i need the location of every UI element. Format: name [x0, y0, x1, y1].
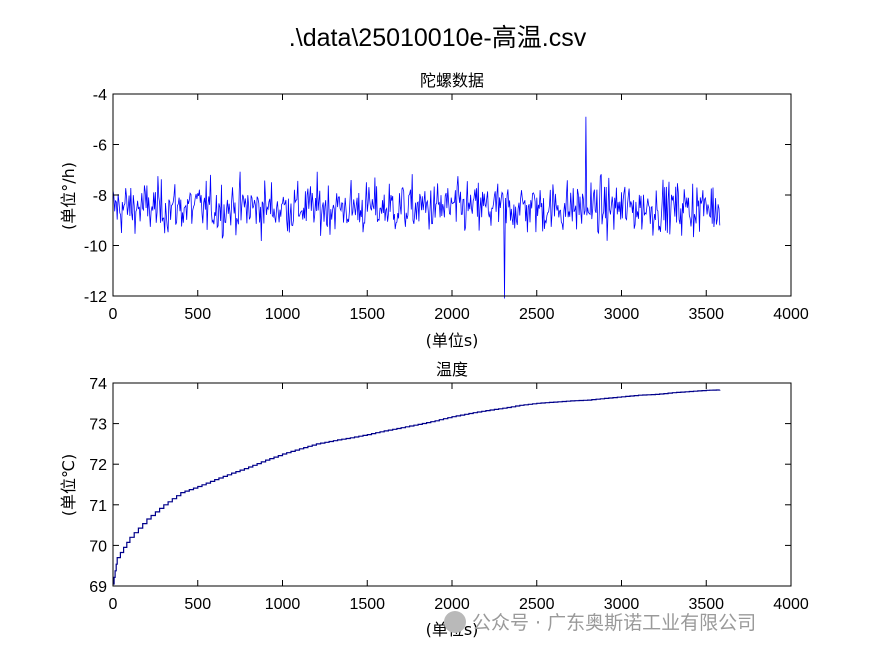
x-tick-label: 2500 [519, 306, 555, 323]
gyro-axes: 陀螺数据 0 500 1000 1500 2000 2500 3000 3500 4000 -12… [59, 71, 809, 350]
temperature-ylabel: (单位℃) [59, 454, 78, 516]
x-tick-label: 0 [109, 306, 118, 323]
temperature-axes: 温度 0 500 1000 1500 2000 2500 3000 3500 4000 69 70 7… [59, 360, 809, 639]
x-tick-label: 2500 [519, 596, 555, 613]
x-tick-label: 4000 [773, 306, 809, 323]
x-tick-label: 1000 [265, 306, 301, 323]
x-tick-label: 500 [184, 596, 211, 613]
x-tick-label: 3500 [688, 306, 724, 323]
temperature-line [113, 389, 721, 585]
y-tick-label: 69 [89, 579, 107, 596]
temperature-ticks: 0 500 1000 1500 2000 2500 3000 3500 4000 69 70 71 72… [89, 376, 809, 613]
y-tick-label: -10 [84, 239, 107, 256]
y-tick-label: -8 [93, 188, 107, 205]
x-tick-label: 500 [184, 306, 211, 323]
x-tick-label: 2000 [434, 596, 470, 613]
x-tick-label: 1000 [265, 596, 301, 613]
gyro-ticks: 0 500 1000 1500 2000 2500 3000 3500 4000 -12 -10 -8… [84, 87, 809, 323]
gyro-title: 陀螺数据 [420, 71, 484, 90]
x-tick-label: 2000 [434, 306, 470, 323]
watermark-text: 公众号 · 广东奥斯诺工业有限公司 [472, 612, 757, 634]
x-tick-label: 1500 [349, 306, 385, 323]
wechat-icon [444, 611, 466, 633]
y-tick-label: -12 [84, 289, 107, 306]
temperature-series-line [113, 389, 721, 585]
gyro-series-line [112, 116, 721, 299]
x-tick-label: 3500 [688, 596, 724, 613]
y-tick-label: 70 [89, 538, 107, 555]
y-tick-label: 74 [89, 376, 107, 393]
x-tick-label: 3000 [604, 306, 640, 323]
y-tick-label: -6 [93, 138, 107, 155]
gyro-line [112, 116, 721, 299]
x-tick-label: 3000 [604, 596, 640, 613]
y-tick-label: 72 [89, 457, 107, 474]
x-tick-label: 0 [109, 596, 118, 613]
x-tick-label: 1500 [349, 596, 385, 613]
temperature-title: 温度 [436, 360, 468, 379]
watermark: 公众号 · 广东奥斯诺工业有限公司 [444, 608, 756, 635]
figure-title: .\data\25010010e-高温.csv [288, 24, 587, 52]
gyro-xlabel: (单位s) [426, 331, 479, 350]
y-tick-label: 71 [89, 498, 107, 515]
y-tick-label: -4 [93, 87, 107, 104]
gyro-axes-box [112, 93, 792, 297]
gyro-ylabel: (单位°/h) [59, 162, 78, 230]
y-tick-label: 73 [89, 417, 107, 434]
x-tick-label: 4000 [773, 596, 809, 613]
temperature-axes-box [112, 382, 792, 587]
